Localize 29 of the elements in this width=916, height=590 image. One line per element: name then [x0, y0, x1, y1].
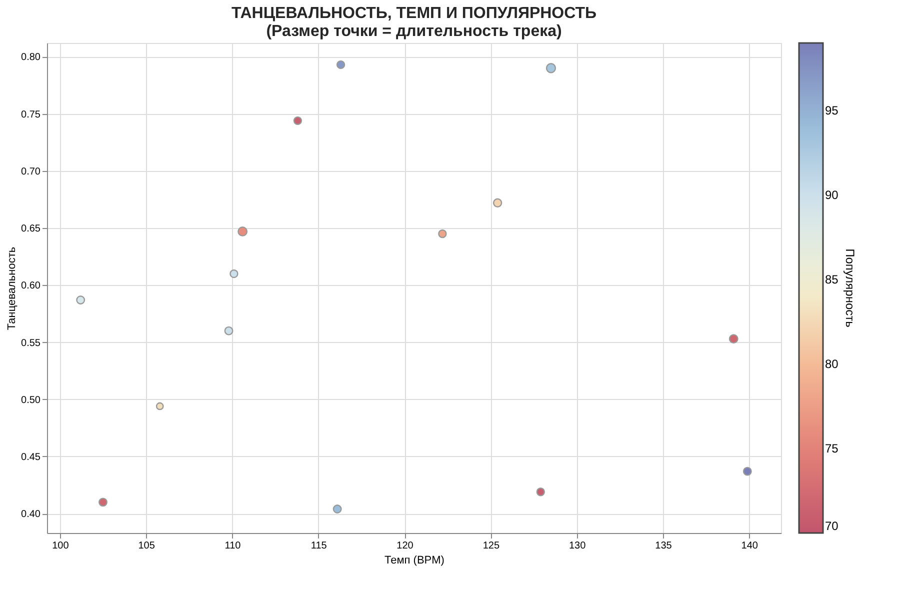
color-bar-label: 90 — [825, 188, 839, 202]
color-bar-label: 95 — [825, 104, 839, 118]
y-tick-label: 0.80 — [21, 52, 41, 64]
color-bar-label: 85 — [825, 272, 839, 287]
y-tick-label: 0.50 — [21, 394, 41, 406]
y-tick-label: 0.65 — [21, 224, 41, 235]
x-tick-label: 125 — [482, 540, 500, 552]
chart-title: ТАНЦЕВАЛЬНОСТЬ, ТЕМП И ПОПУЛЯРНОСТЬ — [231, 5, 597, 22]
y-tick-label: 0.55 — [21, 338, 41, 349]
x-tick-label: 115 — [310, 540, 328, 552]
y-tick-label: 0.60 — [21, 280, 41, 292]
x-tick-label: 135 — [655, 540, 672, 552]
chart-subtitle: (Размер точки = длительность трека) — [266, 23, 562, 40]
color-bar-label: 80 — [825, 357, 839, 372]
x-tick-label: 130 — [568, 540, 586, 552]
y-tick-label: 0.75 — [21, 109, 41, 120]
x-tick-label: 110 — [224, 540, 242, 552]
x-tick-label: 120 — [396, 540, 414, 552]
y-axis-title: Танцевальность — [6, 246, 18, 330]
color-bar-title: Популярность — [843, 248, 857, 328]
y-tick-label: 0.40 — [21, 509, 41, 520]
x-tick-label: 140 — [741, 540, 758, 552]
y-tick-label: 0.45 — [21, 452, 41, 463]
color-bar-label: 70 — [825, 519, 839, 533]
y-tick-label: 0.70 — [21, 166, 41, 178]
x-tick-label: 105 — [138, 540, 156, 552]
x-axis-title: Темп (BPM) — [384, 554, 444, 566]
color-bar-label: 75 — [825, 442, 839, 456]
x-tick-label: 100 — [52, 540, 70, 552]
